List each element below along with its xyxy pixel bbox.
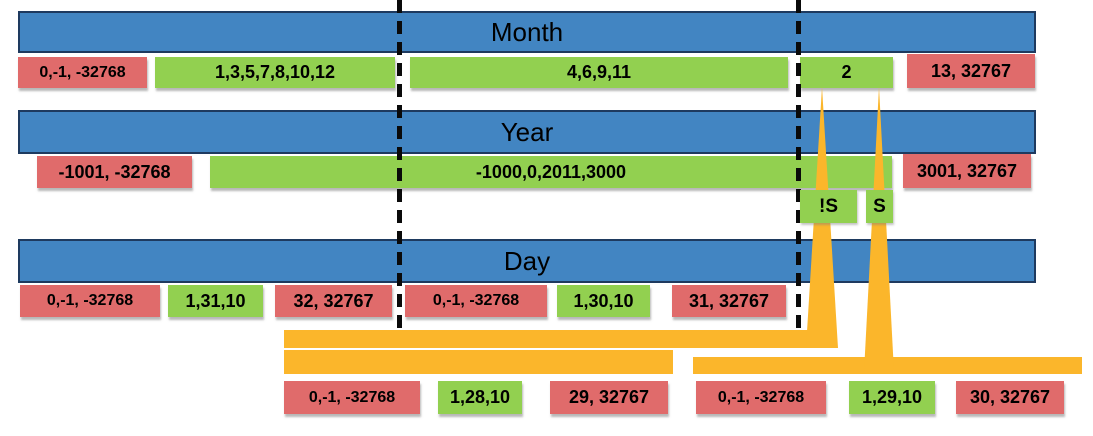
feb28-partition-invalid-high: 29, 32767 — [550, 381, 668, 414]
month-partition-invalid-low: 0,-1, -32768 — [18, 57, 147, 88]
month-partition-invalid-high: 13, 32767 — [907, 54, 1035, 88]
day31-partition-invalid-high: 32, 32767 — [275, 285, 392, 317]
non-leap-flow-bar — [284, 330, 835, 348]
year-partition-valid: -1000,0,2011,3000 — [210, 156, 892, 188]
feb28-partition-valid: 1,28,10 — [438, 381, 522, 414]
feb29-partition-valid: 1,29,10 — [849, 381, 935, 414]
year-title: Year — [500, 116, 554, 147]
month-partition-30-day-months: 4,6,9,11 — [410, 57, 788, 88]
year-partition-invalid-low: -1001, -32768 — [37, 156, 192, 188]
leap-year-flag: S — [866, 190, 893, 223]
non-leap-february-day-bar — [284, 350, 673, 374]
month-title: Month — [490, 16, 564, 47]
day30-partition-valid: 1,30,10 — [557, 285, 650, 317]
day30-partition-invalid-low: 0,-1, -32768 — [405, 285, 547, 317]
divider-30-day-vs-february — [796, 0, 801, 330]
day30-partition-invalid-high: 31, 32767 — [672, 285, 786, 317]
month-axis-bar: Month — [18, 11, 1036, 53]
year-axis-bar: Year — [18, 110, 1036, 154]
month-partition-31-day-months: 1,3,5,7,8,10,12 — [155, 57, 395, 88]
day-axis-bar: Day — [18, 239, 1036, 283]
year-partition-invalid-high: 3001, 32767 — [903, 154, 1031, 188]
feb29-partition-invalid-low: 0,-1, -32768 — [696, 381, 826, 414]
feb29-partition-invalid-high: 30, 32767 — [956, 381, 1064, 414]
day31-partition-invalid-low: 0,-1, -32768 — [20, 285, 160, 317]
non-leap-year-flag: !S — [800, 190, 857, 223]
feb28-partition-invalid-low: 0,-1, -32768 — [284, 381, 420, 414]
divider-31-vs-30-day-months — [397, 0, 402, 330]
day31-partition-valid: 1,31,10 — [168, 285, 263, 317]
day-title: Day — [503, 245, 551, 276]
month-partition-february: 2 — [800, 57, 893, 88]
